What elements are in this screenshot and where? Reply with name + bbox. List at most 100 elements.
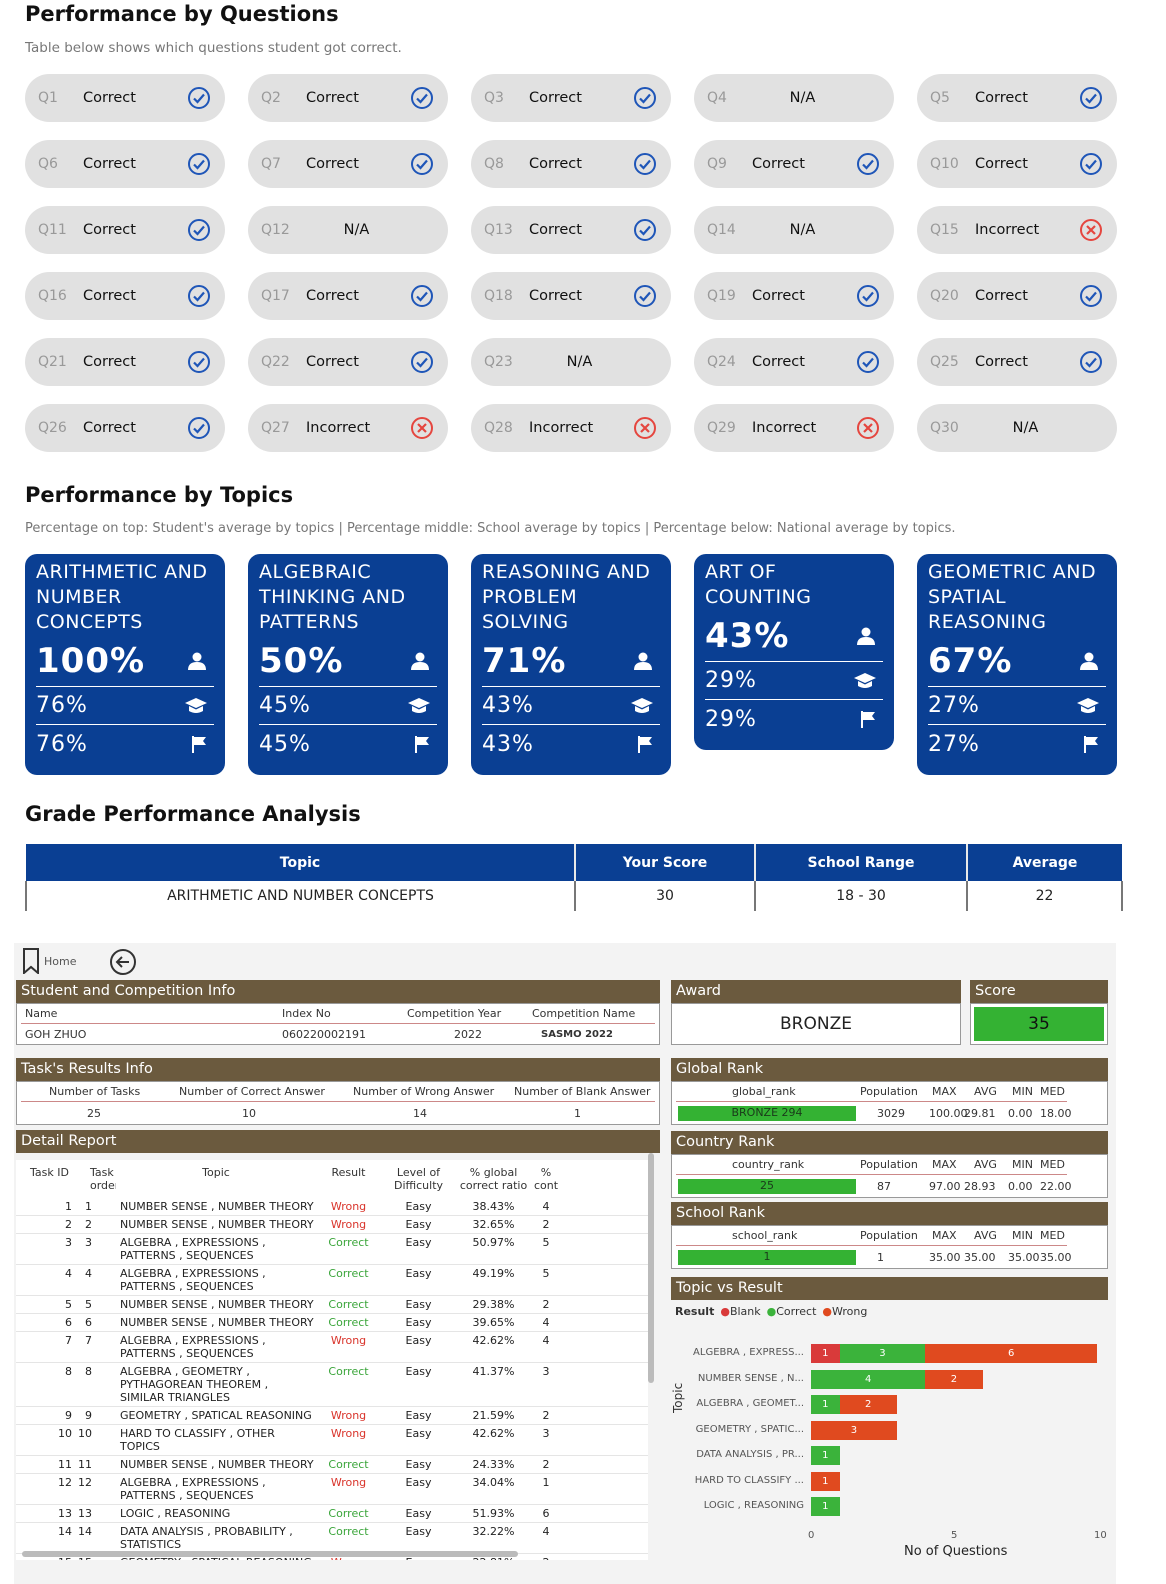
detail-col-header[interactable]: Result <box>331 1166 366 1179</box>
question-pill-q14: Q14 N/A <box>694 206 894 254</box>
detail-cell: Easy <box>405 1525 432 1538</box>
table-row[interactable]: 10 10 HARD TO CLASSIFY , OTHER TOPICS Wrong… <box>16 1425 648 1456</box>
chart-bar-wrong[interactable]: 3 <box>811 1420 897 1440</box>
table-row[interactable]: 2 2 NUMBER SENSE , NUMBER THEORY Wrong Easy 3… <box>16 1216 648 1234</box>
detail-col-header[interactable]: Task order <box>90 1166 116 1192</box>
detail-cell: 4 <box>542 1334 550 1347</box>
chart-bar-correct[interactable]: 3 <box>839 1344 926 1363</box>
topic-school-row: 76% <box>36 687 214 725</box>
detail-cell: 24.33% <box>472 1458 515 1471</box>
detail-cell: Easy <box>405 1236 432 1249</box>
legend-blank: ●Blank <box>720 1305 761 1318</box>
check-circle-icon <box>1078 349 1104 375</box>
table-row[interactable]: 9 9 GEOMETRY , SPATICAL REASONING Wrong Easy… <box>16 1407 648 1425</box>
rank-stat: 22.00 <box>1040 1180 1072 1193</box>
check-circle-icon <box>1078 85 1104 111</box>
table-row[interactable]: 7 7 ALGEBRA , EXPRESSIONS , PATTERNS , SEQ… <box>16 1332 648 1363</box>
chart-bar-blank[interactable]: 1 <box>811 1344 840 1363</box>
detail-cell: 13 <box>58 1507 72 1520</box>
detail-cell: ALGEBRA , EXPRESSIONS , PATTERNS , SEQUE… <box>120 1334 266 1360</box>
table-row[interactable]: 13 13 LOGIC , REASONING Correct Easy 51.93% 6 <box>16 1505 648 1523</box>
detail-cell: 4 <box>542 1525 550 1538</box>
detail-col-header[interactable]: % global correct ratio <box>459 1166 528 1192</box>
horizontal-scrollbar[interactable] <box>22 1551 518 1557</box>
rank-label: MAX <box>932 1229 957 1242</box>
table-row[interactable]: 1 1 NUMBER SENSE , NUMBER THEORY Wrong Easy 3… <box>16 1198 648 1216</box>
detail-col-header[interactable]: % cont <box>533 1166 559 1192</box>
chart-bar-correct[interactable]: 4 <box>811 1369 926 1389</box>
chart-bar-wrong[interactable]: 1 <box>811 1471 840 1491</box>
back-arrow-icon[interactable] <box>109 948 137 976</box>
detail-cell: 15 <box>16 1556 76 1560</box>
detail-cell: 12 <box>78 1476 92 1489</box>
flag-icon <box>1082 735 1100 753</box>
detail-cell: 1 <box>542 1476 550 1489</box>
question-result: Incorrect <box>975 222 1040 238</box>
rank-label: AVG <box>974 1085 997 1098</box>
chart-bar-wrong[interactable]: 2 <box>925 1369 983 1389</box>
graduation-cap-icon <box>184 697 208 715</box>
table-row[interactable]: 1515GEOMETRY , SPATICAL REASONINGWrongEa… <box>16 1554 648 1560</box>
table-row[interactable]: 5 5 NUMBER SENSE , NUMBER THEORY Correct Eas… <box>16 1296 648 1314</box>
chart-category-label: DATA ANALYSIS , PR... <box>696 1449 804 1460</box>
detail-cell: 2 <box>65 1218 72 1231</box>
detail-cell: Easy <box>405 1365 432 1378</box>
question-id: Q14 <box>707 222 736 238</box>
table-row[interactable]: 4 4 ALGEBRA , EXPRESSIONS , PATTERNS , SEQ… <box>16 1265 648 1296</box>
question-result: Correct <box>529 222 582 238</box>
detail-table: Task ID Task order Topic Result Level of Dif… <box>16 1160 648 1560</box>
question-result: Correct <box>529 90 582 106</box>
chart-bar-correct[interactable]: 1 <box>811 1395 840 1414</box>
home-button[interactable]: Home <box>22 948 76 974</box>
topic-student-row: 50% <box>259 635 437 687</box>
chart-bar-wrong[interactable]: 2 <box>839 1395 897 1414</box>
rank-label: MIN <box>1012 1085 1033 1098</box>
question-pill-q19: Q19 Correct <box>694 272 894 320</box>
detail-col-header[interactable]: Task ID <box>30 1166 69 1179</box>
question-result: Correct <box>975 354 1028 370</box>
detail-cell: Easy <box>405 1298 432 1311</box>
chart-bar-wrong[interactable]: 6 <box>925 1344 1097 1363</box>
rank-label: Population <box>860 1229 918 1242</box>
score-box: 35 <box>970 1003 1108 1045</box>
topic-result-chart: ALGEBRA , EXPRESS... 1 3 6 NUMBER SENSE , N.… <box>14 943 1116 1584</box>
topic-national-percent: 29% <box>705 706 757 732</box>
detail-cell: 5 <box>85 1298 92 1311</box>
detail-col-header[interactable]: Level of Difficulty <box>393 1166 444 1192</box>
chart-bar-correct[interactable]: 1 <box>811 1497 840 1516</box>
check-circle-icon <box>632 283 658 309</box>
question-id: Q1 <box>38 90 58 106</box>
table-row[interactable]: 3 3 ALGEBRA , EXPRESSIONS , PATTERNS , SEQ… <box>16 1234 648 1265</box>
question-grid: Q1 Correct Q2 Correct Q3 Correct Q4 N/A Q5 Correc… <box>25 74 1120 452</box>
chart-x-tick: 0 <box>808 1530 815 1541</box>
check-circle-icon <box>186 349 212 375</box>
table-row[interactable]: 6 6 NUMBER SENSE , NUMBER THEORY Correct Eas… <box>16 1314 648 1332</box>
detail-cell: Correct <box>328 1298 369 1311</box>
vertical-scrollbar[interactable] <box>648 1153 654 1383</box>
detail-col-header[interactable]: Topic <box>202 1166 230 1179</box>
rank-label: global_rank <box>732 1085 796 1098</box>
topic-card: ART OF COUNTING 43% 29% 29% <box>694 554 894 750</box>
detail-cell: 39.65% <box>472 1316 515 1329</box>
competition-name: SASMO 2022 <box>541 1029 613 1040</box>
award-value: BRONZE <box>671 1003 961 1045</box>
divider <box>21 1023 655 1024</box>
tasks-box: Number of Tasks Number of Correct Answer… <box>16 1081 660 1125</box>
detail-cell: 2 <box>542 1298 550 1311</box>
topic-school-row: 29% <box>705 662 883 700</box>
detail-cell: 38.43% <box>472 1200 515 1213</box>
check-circle-icon <box>409 151 435 177</box>
question-result: Correct <box>975 156 1028 172</box>
question-id: Q24 <box>707 354 736 370</box>
question-pill-q29: Q29 Incorrect <box>694 404 894 452</box>
detail-cell: 8 <box>85 1365 92 1378</box>
table-row[interactable]: 8 8 ALGEBRA , GEOMETRY , PYTHAGOREAN THEOR… <box>16 1363 648 1407</box>
table-row[interactable]: 11 11 NUMBER SENSE , NUMBER THEORY Correct E… <box>16 1456 648 1474</box>
person-icon <box>409 651 431 671</box>
student-info-header: Student and Competition Info <box>16 980 660 1003</box>
chart-bar-correct[interactable]: 1 <box>811 1446 840 1465</box>
table-row[interactable]: 12 12 ALGEBRA , EXPRESSIONS , PATTERNS , S… <box>16 1474 648 1505</box>
rank-stat: 35.00 <box>1040 1251 1072 1264</box>
competition-year: 2022 <box>454 1028 482 1041</box>
detail-cell: 11 <box>78 1458 92 1471</box>
